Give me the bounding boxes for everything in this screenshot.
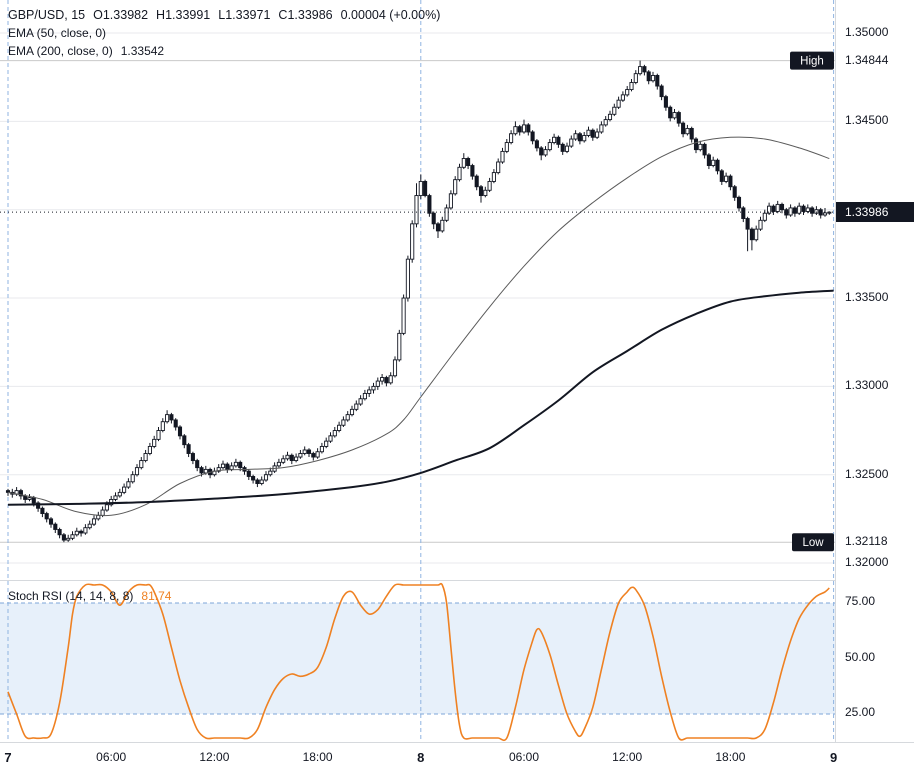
- ohlc-open: O1.33982: [93, 8, 149, 22]
- stoch-label: Stoch RSI (14, 14, 8, 8): [8, 589, 134, 603]
- candlestick-chart[interactable]: High Low: [0, 0, 835, 580]
- stoch-rsi-chart[interactable]: [0, 581, 835, 742]
- time-label-hour: 18:00: [715, 750, 746, 764]
- stoch-tick-label: 75.00: [845, 594, 876, 608]
- time-label-hour: 18:00: [302, 750, 333, 764]
- time-label-day: 7: [4, 750, 12, 765]
- ema200-value: 1.33542: [120, 44, 165, 58]
- last-price-badge: 1.33986: [836, 202, 914, 223]
- stoch-rsi-line: [7, 582, 830, 742]
- stoch-legend[interactable]: Stoch RSI (14, 14, 8, 8) 81.74: [8, 587, 171, 605]
- time-label-day: 8: [417, 750, 425, 765]
- svg-text:High: High: [800, 56, 824, 68]
- low-marker-badge: Low: [792, 533, 834, 552]
- chart-legend: GBP/USD, 15 O1.33982 H1.33991 L1.33971 C…: [8, 6, 440, 60]
- ema50-label: EMA (50, close, 0): [8, 26, 107, 40]
- price-axis[interactable]: 1.35000 1.34500 1.33500 1.33000 1.32500 1.320…: [835, 0, 914, 742]
- stoch-value: 81.74: [141, 589, 172, 603]
- grid-lines: [0, 32, 835, 564]
- ohlc-high: H1.33991: [156, 8, 211, 22]
- time-axis[interactable]: 7 06:00 12:00 18:00 8 06:00 12:00 18:00 9: [0, 742, 914, 773]
- low-price-label: 1.32118: [845, 534, 888, 549]
- time-label-hour: 06:00: [96, 750, 127, 764]
- time-label-day: 9: [829, 750, 838, 765]
- time-label-hour: 12:00: [612, 750, 643, 764]
- svg-text:Low: Low: [802, 537, 824, 549]
- stoch-rsi-pane[interactable]: Stoch RSI (14, 14, 8, 8) 81.74: [0, 580, 835, 742]
- stoch-band: [0, 603, 835, 714]
- ema50-line: [7, 136, 830, 517]
- session-break-lines: [7, 0, 835, 580]
- price-tick-label: 1.34500: [845, 113, 889, 128]
- price-tick-label: 1.33500: [845, 290, 889, 305]
- stoch-tick-label: 25.00: [845, 705, 876, 719]
- ohlc-low: L1.33971: [218, 8, 271, 22]
- ema200-line: [7, 289, 834, 506]
- price-tick-label: 1.33000: [845, 378, 889, 393]
- change-value: 0.00004 (+0.00%): [340, 8, 441, 22]
- ema200-legend[interactable]: EMA (200, close, 0) 1.33542: [8, 42, 440, 60]
- candles: [5, 60, 832, 543]
- price-tick-label: 1.32500: [845, 466, 889, 481]
- price-tick-label: 1.32000: [845, 555, 889, 570]
- time-label-hour: 06:00: [508, 750, 540, 764]
- price-pane[interactable]: High Low GBP/USD, 15 O1.33982 H1.33991 L1…: [0, 0, 835, 580]
- symbol-title[interactable]: GBP/USD, 15: [8, 8, 86, 22]
- stoch-tick-label: 50.00: [845, 649, 876, 664]
- symbol-info-row: GBP/USD, 15 O1.33982 H1.33991 L1.33971 C…: [8, 6, 440, 24]
- ema200-label: EMA (200, close, 0): [8, 44, 113, 58]
- time-label-hour: 12:00: [199, 750, 230, 764]
- ema50-legend[interactable]: EMA (50, close, 0): [8, 24, 440, 42]
- high-price-label: 1.34844: [845, 52, 889, 67]
- high-marker-badge: High: [790, 51, 834, 70]
- ohlc-close: C1.33986: [278, 8, 333, 22]
- price-tick-label: 1.35000: [845, 25, 889, 40]
